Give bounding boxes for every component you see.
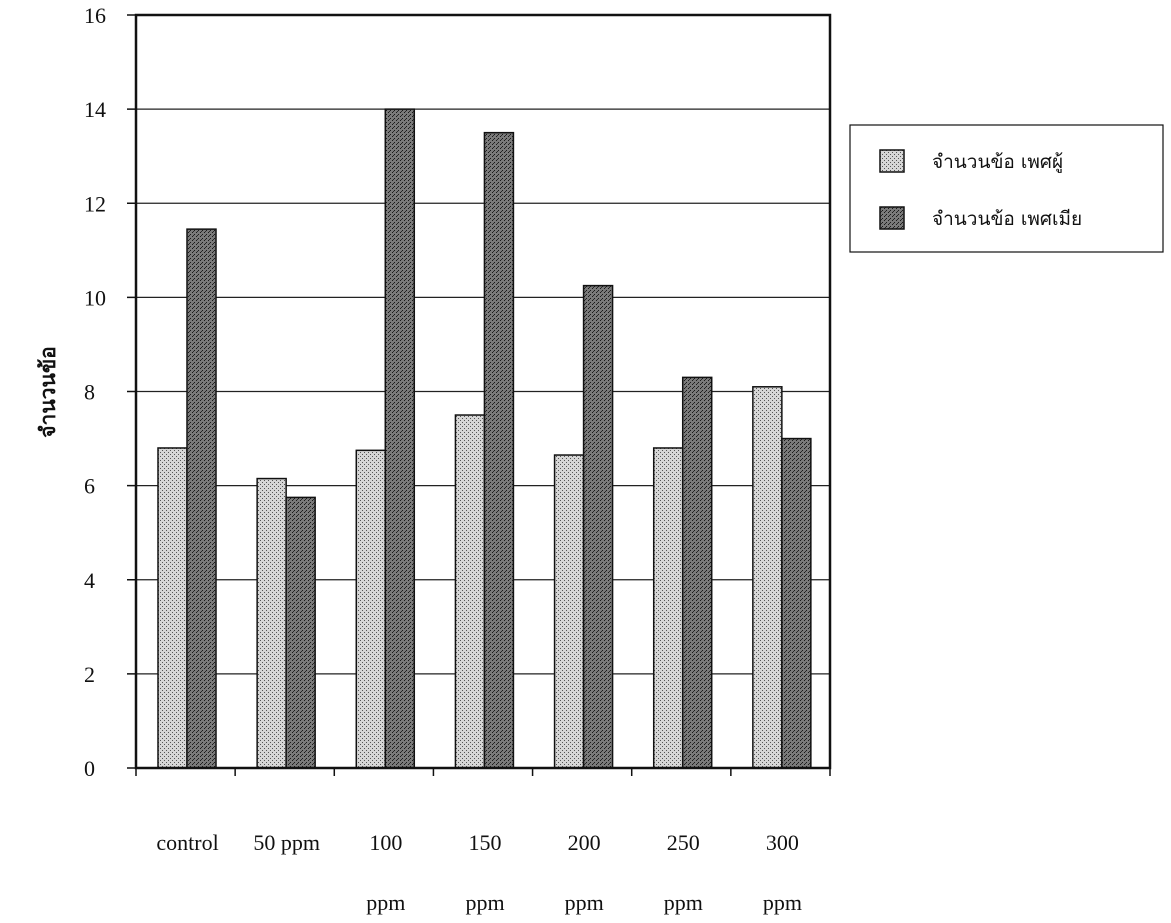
y-tick-label: 2 [84,662,95,687]
bar-male-3 [454,414,486,769]
legend-swatch-female [879,206,905,230]
legend-label-female: จำนวนข้อ เพศเมีย [932,208,1082,230]
y-tick-label: 12 [84,191,106,216]
y-tick-label: 0 [84,756,95,781]
x-tick-label: 300 [766,830,799,855]
x-tick-label: 50 ppm [253,830,320,855]
bar-female-5 [681,376,713,769]
x-tick-label: ppm [366,890,405,915]
axes: 0 2 4 6 8 10 12 14 16 control 50 ppm 100 ppm 150 ppm 20… [84,3,831,915]
legend-swatch-male [879,149,905,173]
x-tick-label: ppm [763,890,802,915]
y-tick-label: 16 [84,3,106,28]
bar-female-2 [384,108,416,769]
y-tick-label: 6 [84,474,95,499]
x-tick-label: 250 [667,830,700,855]
y-tick-label: 8 [84,380,95,405]
y-tick-label: 4 [84,568,95,593]
legend: จำนวนข้อ เพศผู้ จำนวนข้อ เพศเมีย [849,124,1164,253]
x-tick-label: 100 [369,830,402,855]
bar-female-3 [483,131,515,769]
x-tick-label: control [156,830,218,855]
x-tick-label: 150 [469,830,502,855]
legend-label-male: จำนวนข้อ เพศผู้ [932,151,1063,173]
y-tick-label: 14 [84,97,106,122]
bar-female-6 [781,437,812,769]
legend-box [849,124,1164,253]
x-tick-label: ppm [465,890,504,915]
x-tick-label: ppm [664,890,703,915]
bar-female-0 [186,228,217,769]
bar-female-4 [582,284,614,769]
bar-male-1 [256,477,287,769]
bar-male-0 [157,447,188,769]
bar-female-1 [285,496,316,769]
bars [157,108,812,769]
bar-male-6 [752,386,783,769]
bar-male-4 [553,454,585,769]
y-axis-title: จำนวนข้อ [36,346,60,438]
x-tick-label: ppm [565,890,604,915]
bar-male-2 [355,449,387,769]
y-tick-label: 10 [84,285,106,310]
bar-male-5 [652,447,684,769]
x-tick-label: 200 [568,830,601,855]
